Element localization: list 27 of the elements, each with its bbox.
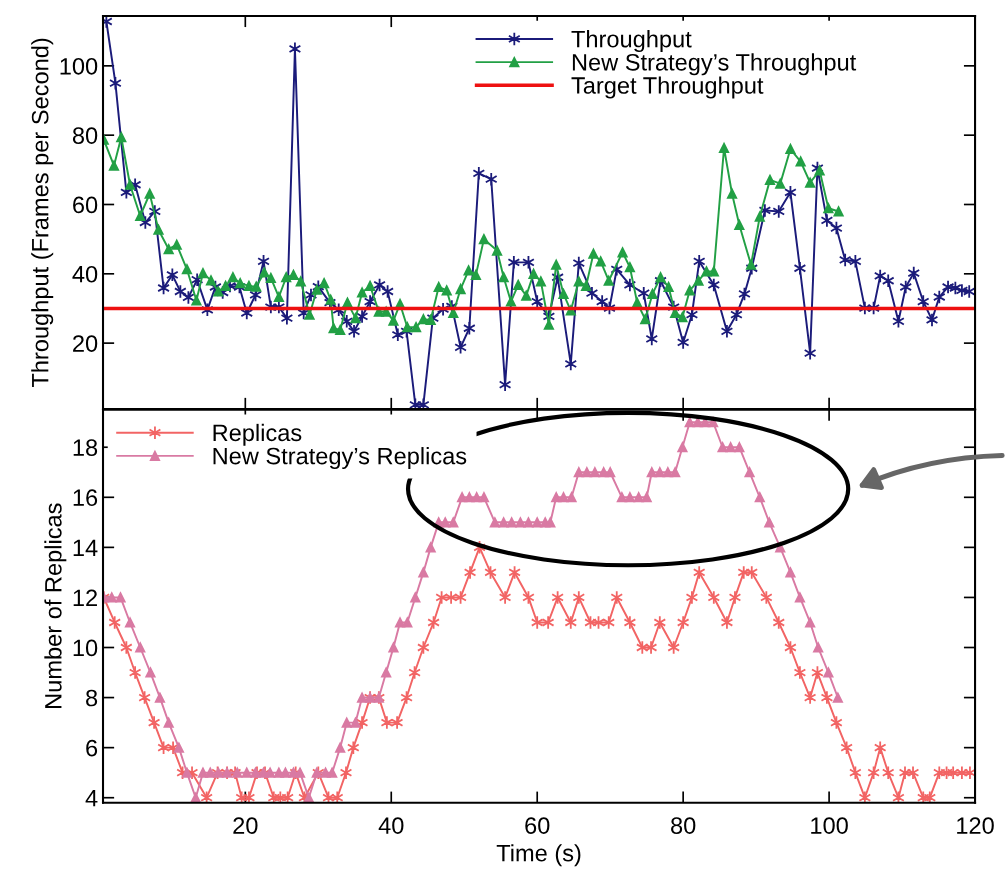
x-tick-label: 100 xyxy=(811,817,848,834)
y-tick-label: 4 xyxy=(85,790,98,807)
y-tick-label: 60 xyxy=(73,196,98,214)
y-tick-label: 16 xyxy=(73,489,98,507)
y-tick-label: 80 xyxy=(72,127,98,144)
x-axis-title: Time (s) xyxy=(496,844,581,867)
y-tick-label: 20 xyxy=(73,335,98,352)
x-tick-label: 80 xyxy=(671,817,696,834)
x-tick-label: 60 xyxy=(525,817,550,834)
x-tick-label: 40 xyxy=(378,817,404,834)
legend-label: Target Throughput xyxy=(571,76,764,99)
x-tick-label: 120 xyxy=(957,817,994,834)
y-tick-label: 100 xyxy=(60,57,98,75)
y-tick-label: 8 xyxy=(86,689,98,707)
y-tick-label: 18 xyxy=(73,439,98,457)
y-tick-label: 14 xyxy=(73,539,98,556)
y-tick-label: 10 xyxy=(73,639,98,657)
y-axis-title: Number of Replicas xyxy=(44,503,67,708)
legend-label: New Strategy’s Throughput xyxy=(572,53,857,76)
legend-label: Throughput xyxy=(571,30,692,53)
y-tick-label: 40 xyxy=(72,265,98,283)
y-axis-title: Throughput (Frames per Second) xyxy=(31,38,54,388)
legend-label: Replicas xyxy=(213,423,302,446)
legend-label: New Strategy’s Replicas xyxy=(213,447,467,470)
y-tick-label: 12 xyxy=(73,589,97,606)
x-tick-label: 20 xyxy=(233,817,258,834)
y-tick-label: 6 xyxy=(86,739,98,757)
